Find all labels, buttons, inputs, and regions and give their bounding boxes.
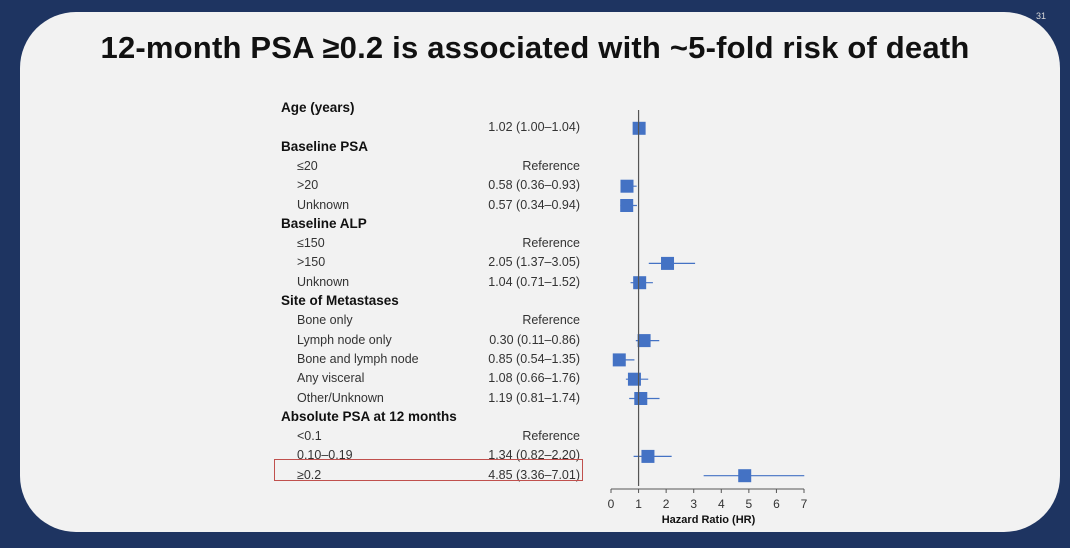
row-value: 1.08 (0.66–1.76) <box>488 371 580 386</box>
row-value: Reference <box>522 313 580 328</box>
slide-title: 12-month PSA ≥0.2 is associated with ~5-… <box>100 30 970 65</box>
row-label: ≤150 <box>297 236 325 251</box>
row-label: <0.1 <box>297 429 322 444</box>
x-tick-label: 1 <box>635 497 642 511</box>
x-tick-label: 3 <box>690 497 697 511</box>
row-value: 0.58 (0.36–0.93) <box>488 178 580 193</box>
row-header: Baseline ALP <box>281 215 367 231</box>
hr-marker <box>620 199 634 212</box>
hr-marker <box>633 276 647 290</box>
row-value: 2.05 (1.37–3.05) <box>488 255 580 270</box>
x-tick-label: 2 <box>663 497 670 511</box>
row-label: Unknown <box>297 197 350 212</box>
row-label: Bone only <box>297 313 353 328</box>
row-label: Lymph node only <box>297 332 392 347</box>
row-value: 0.57 (0.34–0.94) <box>488 197 580 212</box>
row-header: Age (years) <box>281 100 355 115</box>
row-value: 1.19 (0.81–1.74) <box>488 390 580 405</box>
row-label: Other/Unknown <box>297 390 384 405</box>
row-header: Absolute PSA at 12 months <box>281 408 457 424</box>
row-value: 1.04 (0.71–1.52) <box>488 274 580 289</box>
row-label: Unknown <box>297 274 350 289</box>
row-label: >150 <box>297 255 326 270</box>
x-tick-label: 6 <box>773 497 780 511</box>
row-label: ≥0.2 <box>297 467 322 482</box>
row-value: 1.02 (1.00–1.04) <box>488 120 580 135</box>
row-header: Site of Metastases <box>281 293 399 308</box>
row-label: ≤20 <box>297 158 318 173</box>
x-axis-title: Hazard Ratio (HR) <box>662 514 756 526</box>
row-value: 4.85 (3.36–7.01) <box>488 467 580 482</box>
row-header: Baseline PSA <box>281 138 369 154</box>
row-value: Reference <box>522 158 580 173</box>
hr-marker <box>620 179 634 193</box>
row-label: 0.10–0.19 <box>297 448 353 463</box>
x-tick-label: 7 <box>801 497 808 511</box>
hr-marker <box>612 353 626 367</box>
row-value: 0.85 (0.54–1.35) <box>488 351 580 366</box>
x-tick-label: 0 <box>608 497 615 511</box>
highlight-box <box>274 459 583 481</box>
hr-marker <box>627 372 641 386</box>
hr-marker <box>637 334 651 348</box>
row-label: >20 <box>297 178 319 193</box>
slide-number: 31 <box>1036 11 1047 21</box>
row-label: Bone and lymph node <box>297 351 419 366</box>
row-label: Any visceral <box>297 371 365 386</box>
hr-marker <box>738 469 752 483</box>
hr-marker <box>661 256 675 270</box>
row-value: Reference <box>522 236 580 251</box>
slide-panel <box>20 12 1060 532</box>
hr-marker <box>641 449 655 463</box>
hr-marker <box>634 392 648 405</box>
row-value: 1.34 (0.82–2.20) <box>488 448 580 463</box>
row-value: Reference <box>522 429 580 444</box>
x-tick-label: 5 <box>746 497 753 511</box>
row-value: 0.30 (0.11–0.86) <box>489 332 580 347</box>
x-tick-label: 4 <box>718 497 725 511</box>
